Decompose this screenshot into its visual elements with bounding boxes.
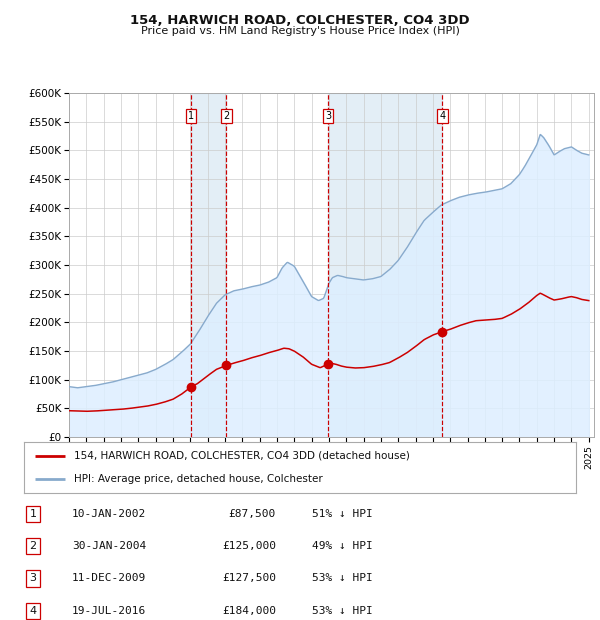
Text: £125,000: £125,000: [222, 541, 276, 551]
Text: 30-JAN-2004: 30-JAN-2004: [72, 541, 146, 551]
Text: 11-DEC-2009: 11-DEC-2009: [72, 574, 146, 583]
Bar: [191, 93, 226, 437]
Text: Price paid vs. HM Land Registry's House Price Index (HPI): Price paid vs. HM Land Registry's House …: [140, 26, 460, 36]
Text: HPI: Average price, detached house, Colchester: HPI: Average price, detached house, Colc…: [74, 474, 322, 484]
Text: £127,500: £127,500: [222, 574, 276, 583]
Text: 53% ↓ HPI: 53% ↓ HPI: [312, 574, 373, 583]
Text: 53% ↓ HPI: 53% ↓ HPI: [312, 606, 373, 616]
Text: 2: 2: [29, 541, 37, 551]
Text: 10-JAN-2002: 10-JAN-2002: [72, 509, 146, 519]
Bar: [328, 93, 442, 437]
Text: 19-JUL-2016: 19-JUL-2016: [72, 606, 146, 616]
Text: 4: 4: [439, 111, 445, 121]
Text: 1: 1: [29, 509, 37, 519]
Text: £184,000: £184,000: [222, 606, 276, 616]
Text: £87,500: £87,500: [229, 509, 276, 519]
Text: 154, HARWICH ROAD, COLCHESTER, CO4 3DD (detached house): 154, HARWICH ROAD, COLCHESTER, CO4 3DD (…: [74, 451, 410, 461]
Text: 3: 3: [29, 574, 37, 583]
Text: 1: 1: [188, 111, 194, 121]
Text: 51% ↓ HPI: 51% ↓ HPI: [312, 509, 373, 519]
Text: 4: 4: [29, 606, 37, 616]
Text: 154, HARWICH ROAD, COLCHESTER, CO4 3DD: 154, HARWICH ROAD, COLCHESTER, CO4 3DD: [130, 14, 470, 27]
Text: 3: 3: [325, 111, 331, 121]
Text: 49% ↓ HPI: 49% ↓ HPI: [312, 541, 373, 551]
Text: 2: 2: [223, 111, 229, 121]
